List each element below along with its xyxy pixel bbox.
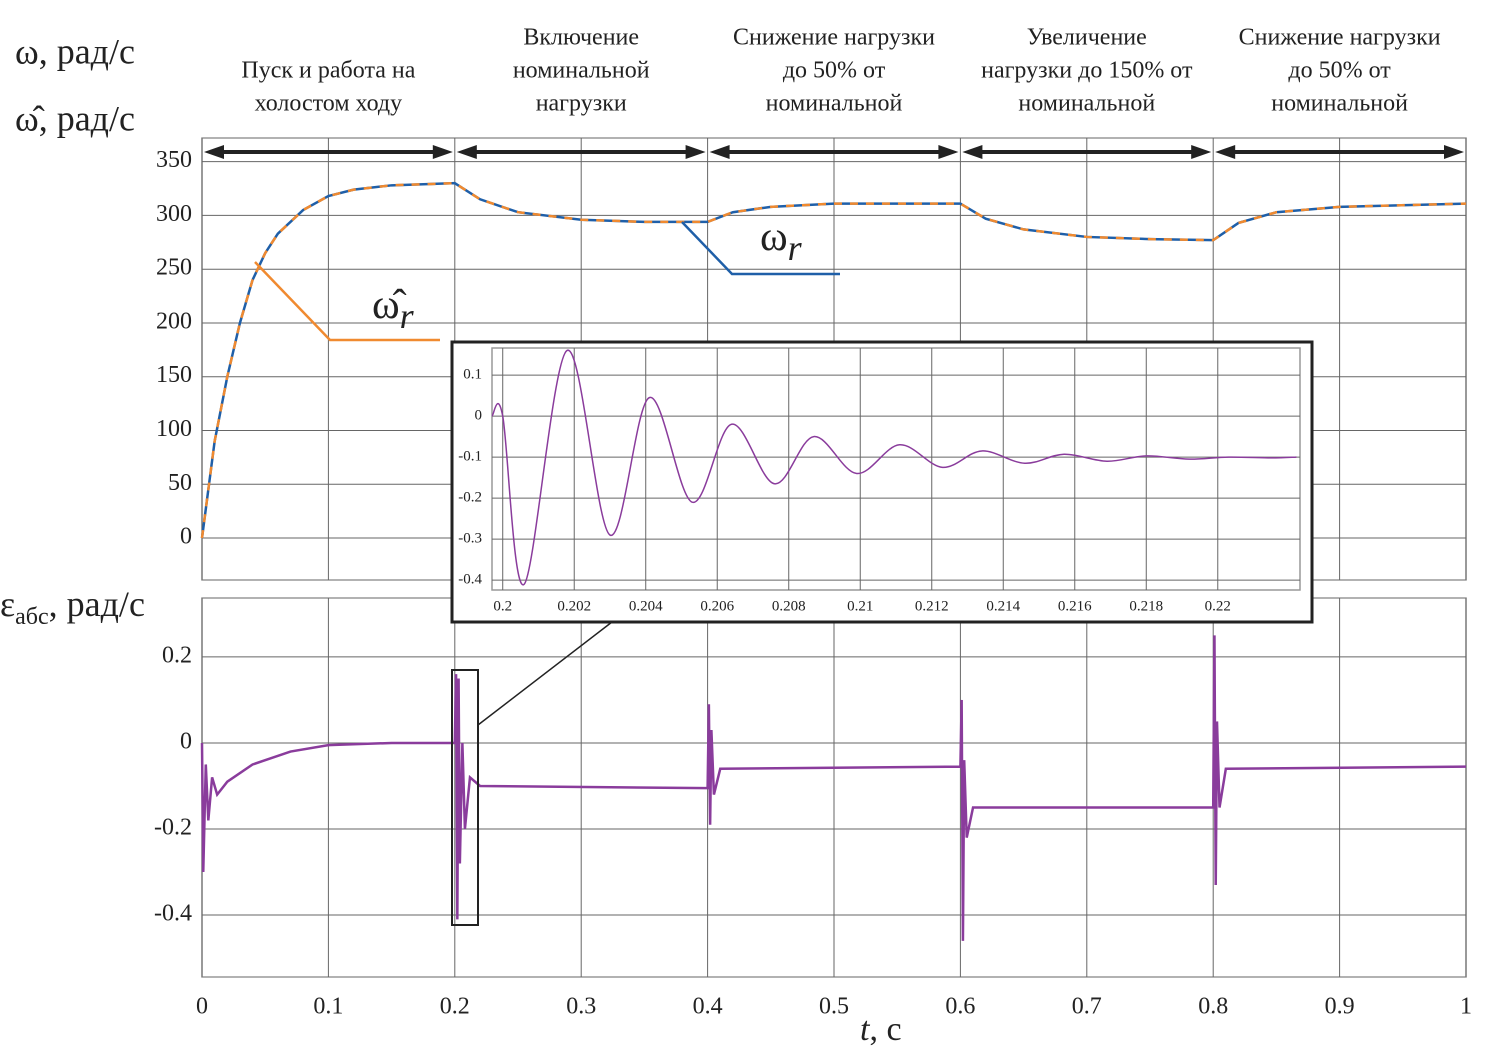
y-tick-label: -0.4 bbox=[458, 572, 482, 588]
x-tick-label: 0.1 bbox=[313, 994, 343, 1020]
y-axis-label: εабс, рад/с bbox=[0, 584, 145, 629]
x-tick-label: 0.3 bbox=[566, 994, 596, 1020]
y-tick-label: 0 bbox=[180, 728, 192, 754]
x-tick-label: 0.6 bbox=[945, 994, 975, 1020]
y-tick-label: -0.1 bbox=[458, 449, 482, 465]
x-tick-label: 0.8 bbox=[1198, 994, 1228, 1020]
x-tick-label: 0.2 bbox=[440, 994, 470, 1020]
series-subscript: r bbox=[788, 228, 803, 268]
y-tick-label: 50 bbox=[168, 470, 192, 496]
x-tick-label: 0.212 bbox=[915, 598, 949, 614]
plot-area bbox=[491, 347, 1301, 591]
y-axis-label: ω̂, рад/с bbox=[15, 98, 135, 138]
arrow-head bbox=[685, 145, 706, 159]
y-tick-label: -0.3 bbox=[458, 531, 482, 547]
x-tick-label: 0.5 bbox=[819, 994, 849, 1020]
x-tick-label: 0.216 bbox=[1058, 598, 1092, 614]
x-tick-label: 0.208 bbox=[772, 598, 806, 614]
x-axis-label: t, с bbox=[860, 1011, 902, 1048]
y-label-symbol: ε bbox=[0, 584, 15, 624]
phase-label: Пуск и работа на bbox=[241, 58, 415, 84]
y-tick-label: 250 bbox=[156, 255, 192, 281]
phase-label: Снижение нагрузки bbox=[733, 25, 935, 51]
y-label-unit: , рад/с bbox=[49, 584, 145, 624]
phase-label: Снижение нагрузки bbox=[1239, 25, 1441, 51]
arrow-head bbox=[962, 145, 983, 159]
series-line bbox=[200, 181, 1467, 539]
arrow-head bbox=[1444, 145, 1464, 159]
y-tick-label: -0.4 bbox=[154, 901, 192, 927]
phase-label: номинальной bbox=[1018, 91, 1155, 117]
arrow-head bbox=[1215, 145, 1236, 159]
phase-label: до 50% от bbox=[783, 58, 886, 84]
y-tick-label: 150 bbox=[156, 362, 192, 388]
y-axis-label: ω, рад/с bbox=[15, 31, 135, 71]
phase-label: номинальной bbox=[513, 58, 650, 84]
series-line bbox=[491, 349, 1297, 586]
x-tick-label: 0.21 bbox=[847, 598, 873, 614]
y-tick-label: 0.1 bbox=[463, 367, 482, 383]
y-tick-label: -0.2 bbox=[154, 815, 192, 841]
x-label-unit: , с bbox=[869, 1011, 901, 1048]
x-tick-label: 0.2 bbox=[493, 598, 512, 614]
x-tick-label: 0.218 bbox=[1129, 598, 1163, 614]
series-label: ωr bbox=[760, 214, 803, 269]
y-tick-label: 300 bbox=[156, 201, 192, 227]
series-subscript: r bbox=[400, 296, 415, 336]
x-tick-label: 0.9 bbox=[1325, 994, 1355, 1020]
x-tick-label: 0.214 bbox=[986, 598, 1020, 614]
phase-label: холостом ходу bbox=[255, 91, 403, 117]
phase-label: нагрузки bbox=[536, 91, 627, 117]
x-tick-label: 0.4 bbox=[693, 994, 723, 1020]
arrow-head bbox=[709, 145, 730, 159]
leader-line bbox=[254, 261, 440, 342]
y-tick-label: 200 bbox=[156, 308, 192, 334]
x-tick-label: 0.206 bbox=[700, 598, 734, 614]
phase-label: Увеличение bbox=[1027, 25, 1147, 51]
y-tick-label: 0 bbox=[180, 524, 192, 550]
phase-label: Включение bbox=[523, 25, 639, 51]
series-name: ω bbox=[760, 214, 788, 260]
x-tick-label: 0.22 bbox=[1205, 598, 1231, 614]
x-tick-label: 0.202 bbox=[557, 598, 591, 614]
x-tick-label: 0.204 bbox=[629, 598, 663, 614]
arrow-head bbox=[432, 145, 453, 159]
y-tick-label: 350 bbox=[156, 147, 192, 173]
y-label-subscript: абс bbox=[15, 604, 49, 630]
phase-label: номинальной bbox=[1271, 91, 1408, 117]
zoom-box bbox=[451, 669, 479, 926]
y-tick-label: 100 bbox=[156, 416, 192, 442]
phase-label: номинальной bbox=[766, 91, 903, 117]
arrow-head bbox=[1191, 145, 1212, 159]
phase-label: нагрузки до 150% от bbox=[981, 58, 1193, 84]
y-tick-label: 0.2 bbox=[162, 642, 192, 668]
phase-label: до 50% от bbox=[1288, 58, 1391, 84]
zoom-connector bbox=[477, 621, 613, 726]
x-tick-label: 0 bbox=[196, 994, 208, 1020]
y-tick-label: -0.2 bbox=[458, 490, 482, 506]
series-line bbox=[200, 635, 1467, 941]
leader-line bbox=[681, 221, 840, 276]
arrow-head bbox=[938, 145, 959, 159]
arrow-head bbox=[204, 145, 224, 159]
x-label-symbol: t bbox=[860, 1011, 871, 1048]
x-tick-label: 1 bbox=[1460, 994, 1472, 1020]
x-tick-label: 0.7 bbox=[1072, 994, 1102, 1020]
arrow-head bbox=[456, 145, 477, 159]
y-tick-label: 0 bbox=[475, 408, 483, 424]
